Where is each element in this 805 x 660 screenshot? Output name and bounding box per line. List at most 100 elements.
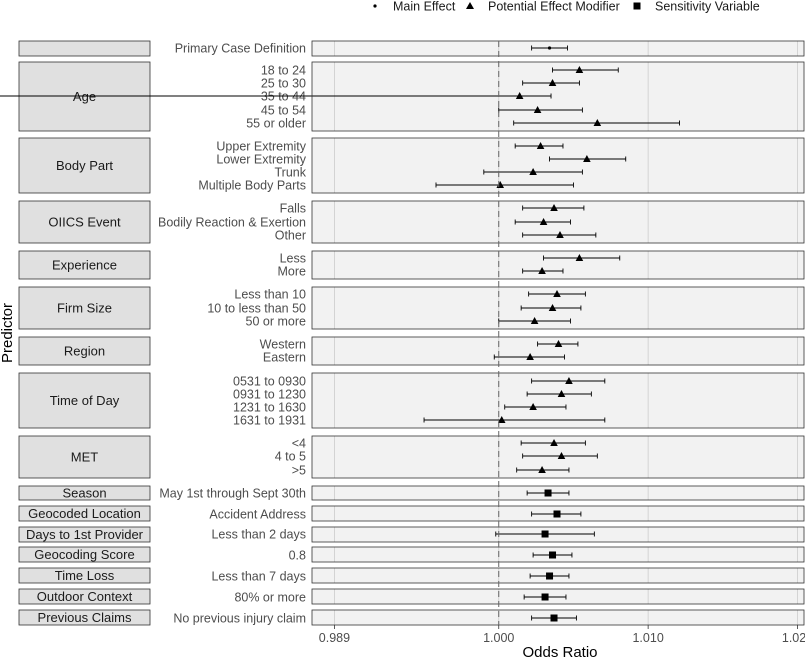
estimate-triangle — [575, 254, 584, 261]
panel-background — [312, 589, 804, 604]
estimate-square — [550, 614, 558, 622]
row-label: Primary Case Definition — [175, 42, 306, 56]
estimate-triangle — [529, 403, 537, 410]
strip-box — [18, 372, 151, 429]
row-label: 80% or more — [234, 591, 306, 605]
estimate-triangle — [565, 377, 573, 384]
estimate-triangle — [538, 267, 546, 274]
row-label: 45 to 54 — [261, 104, 306, 118]
row-label: 10 to less than 50 — [207, 302, 306, 316]
row-label: 25 to 30 — [261, 77, 306, 91]
row-label: Trunk — [275, 166, 307, 180]
panel-border — [311, 372, 805, 429]
estimate-triangle — [548, 79, 557, 86]
panel-background — [312, 62, 804, 131]
strip-box — [18, 505, 151, 522]
panel-border — [311, 250, 805, 280]
estimate-triangle — [550, 439, 558, 446]
strip-label: Body Part — [56, 158, 113, 173]
y-axis-title: Predictor — [0, 303, 16, 363]
estimate-triangle — [557, 452, 566, 459]
panel-background — [312, 251, 804, 279]
row-label: 35 to 44 — [261, 90, 306, 104]
estimate-triangle — [529, 168, 537, 175]
estimate-square — [546, 572, 554, 580]
estimate-triangle — [556, 231, 564, 238]
row-label: Falls — [280, 202, 306, 216]
estimate-triangle — [593, 119, 602, 126]
strip-label: Outdoor Context — [37, 589, 133, 604]
estimate-triangle — [550, 204, 558, 211]
panel-border — [311, 137, 805, 194]
strip-label: MET — [71, 450, 99, 465]
row-label: Less — [280, 252, 306, 266]
estimate-triangle — [526, 353, 534, 360]
strip-box — [18, 336, 151, 366]
row-label: 4 to 5 — [275, 450, 306, 464]
legend-label: Potential Effect Modifier — [488, 0, 620, 14]
row-label: 55 or older — [246, 117, 306, 131]
panel-border — [311, 505, 805, 522]
strip-label: Age — [73, 89, 96, 104]
row-label: Accident Address — [209, 508, 306, 522]
estimate-triangle — [548, 304, 557, 311]
row-label: 50 or more — [246, 315, 306, 329]
row-label: Other — [275, 229, 306, 243]
row-label: 1631 to 1931 — [233, 414, 306, 428]
estimate-square — [544, 489, 552, 497]
panel-border — [311, 336, 805, 366]
estimate-triangle — [515, 92, 524, 99]
panel-border — [311, 40, 805, 57]
strip-label: Season — [62, 486, 106, 501]
legend-label: Main Effect — [393, 0, 456, 14]
estimate-triangle — [557, 390, 566, 397]
estimate-triangle — [575, 66, 584, 73]
estimate-triangle — [539, 218, 548, 225]
row-label: 0.8 — [289, 549, 306, 563]
row-label: Western — [260, 338, 306, 352]
strip-label: OIICS Event — [48, 215, 121, 230]
estimate-triangle — [538, 466, 546, 473]
legend-key-square — [633, 2, 641, 10]
panel-border — [311, 567, 805, 584]
row-label: Less than 7 days — [211, 570, 306, 584]
row-label: Upper Extremity — [216, 140, 306, 154]
strip-box — [18, 40, 151, 57]
panel-background — [312, 547, 804, 562]
x-tick-label: 1.020 — [782, 631, 805, 645]
panel-border — [311, 588, 805, 605]
strip-label: Region — [64, 344, 105, 359]
estimate-point — [547, 46, 552, 50]
strip-label: Geocoded Location — [28, 506, 141, 521]
strip-label: Geocoding Score — [34, 547, 134, 562]
panel-background — [312, 41, 804, 56]
strip-box — [18, 546, 151, 563]
strip-box — [18, 485, 151, 501]
panel-border — [311, 546, 805, 563]
strip-label: Time Loss — [55, 568, 115, 583]
estimate-triangle — [583, 155, 591, 162]
row-label: More — [278, 265, 307, 279]
estimate-triangle — [536, 142, 545, 149]
panel-border — [311, 286, 805, 330]
panel-background — [312, 610, 804, 625]
strip-box — [18, 61, 151, 132]
panel-border — [311, 200, 805, 244]
estimate-triangle — [554, 340, 563, 347]
strip-box — [18, 526, 151, 543]
estimate-triangle — [553, 290, 561, 297]
estimate-square — [541, 593, 549, 601]
panel-background — [312, 568, 804, 583]
legend-key-point — [373, 4, 377, 8]
row-label: Less than 10 — [234, 288, 306, 302]
panel-background — [312, 527, 804, 542]
x-tick-label: 1.010 — [632, 631, 663, 645]
strip-label: Previous Claims — [38, 610, 132, 625]
row-label: >5 — [292, 464, 306, 478]
strip-box — [18, 200, 151, 244]
strip-box — [18, 609, 151, 626]
strip-box — [18, 286, 151, 330]
panel-border — [311, 435, 805, 479]
strip-label: Experience — [52, 258, 117, 273]
row-label: 0531 to 0930 — [233, 375, 306, 389]
